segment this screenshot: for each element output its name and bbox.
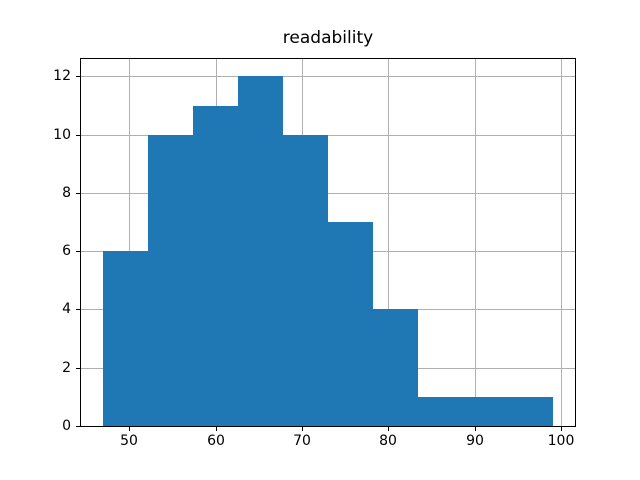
y-tick bbox=[76, 76, 80, 77]
x-tick-label: 60 bbox=[207, 433, 225, 449]
x-gridline bbox=[561, 59, 562, 426]
x-tick bbox=[388, 427, 389, 431]
y-gridline bbox=[81, 76, 575, 77]
y-tick-label: 2 bbox=[62, 360, 71, 376]
histogram-bar bbox=[463, 397, 508, 426]
histogram-bar bbox=[328, 222, 373, 426]
x-tick-label: 70 bbox=[293, 433, 311, 449]
y-tick-label: 10 bbox=[53, 127, 71, 143]
histogram-bar bbox=[418, 397, 463, 426]
histogram-bar bbox=[508, 397, 553, 426]
y-gridline bbox=[81, 135, 575, 136]
bars-layer bbox=[81, 59, 575, 426]
histogram-bar bbox=[283, 135, 328, 426]
x-gridline bbox=[129, 59, 130, 426]
y-tick-label: 12 bbox=[53, 68, 71, 84]
y-tick bbox=[76, 135, 80, 136]
histogram-bar bbox=[238, 76, 283, 426]
histogram-bar bbox=[103, 251, 148, 426]
y-tick bbox=[76, 309, 80, 310]
x-tick bbox=[561, 427, 562, 431]
histogram-bar bbox=[373, 309, 418, 426]
x-tick bbox=[216, 427, 217, 431]
y-tick bbox=[76, 251, 80, 252]
y-tick bbox=[76, 193, 80, 194]
x-tick-label: 80 bbox=[379, 433, 397, 449]
histogram-bar bbox=[148, 135, 193, 426]
x-tick-label: 90 bbox=[466, 433, 484, 449]
y-gridline bbox=[81, 193, 575, 194]
x-tick-label: 50 bbox=[120, 433, 138, 449]
x-tick bbox=[475, 427, 476, 431]
y-tick-label: 6 bbox=[62, 243, 71, 259]
x-tick-label: 100 bbox=[547, 433, 575, 449]
y-tick-label: 0 bbox=[62, 418, 71, 434]
chart-title: readability bbox=[282, 28, 374, 48]
x-gridline bbox=[388, 59, 389, 426]
histogram-bar bbox=[193, 106, 238, 426]
plot-area bbox=[80, 58, 576, 427]
y-tick-label: 8 bbox=[62, 185, 71, 201]
x-tick bbox=[129, 427, 130, 431]
y-tick bbox=[76, 368, 80, 369]
y-tick-label: 4 bbox=[62, 301, 71, 317]
x-tick bbox=[302, 427, 303, 431]
y-tick bbox=[76, 426, 80, 427]
x-gridline bbox=[475, 59, 476, 426]
